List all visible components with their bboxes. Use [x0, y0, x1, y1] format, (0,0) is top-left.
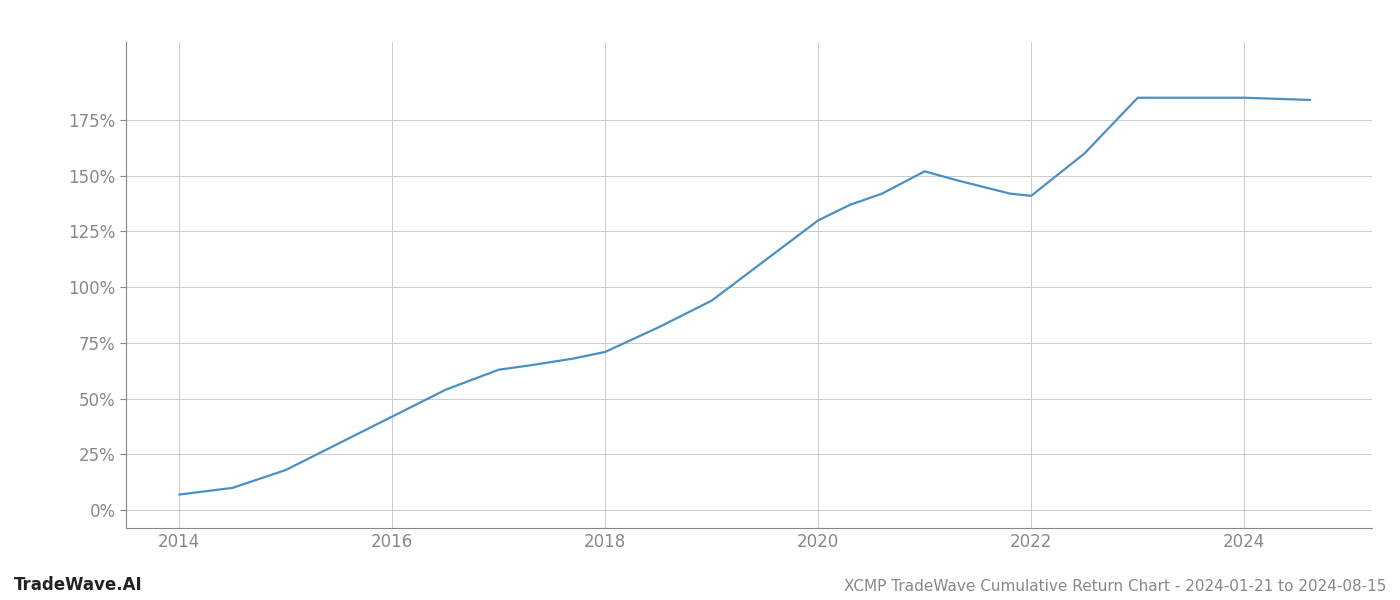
- Text: TradeWave.AI: TradeWave.AI: [14, 576, 143, 594]
- Text: XCMP TradeWave Cumulative Return Chart - 2024-01-21 to 2024-08-15: XCMP TradeWave Cumulative Return Chart -…: [844, 579, 1386, 594]
